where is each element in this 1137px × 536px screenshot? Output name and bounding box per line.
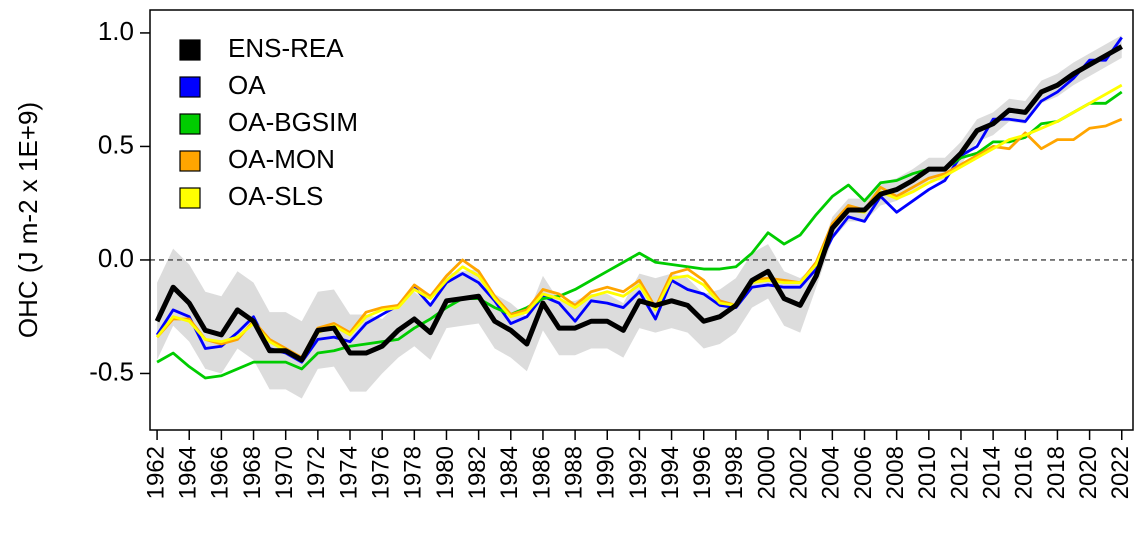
x-tick-label: 1980 [432, 446, 459, 499]
series-line [156, 90, 1123, 380]
y-tick-label: 1.0 [98, 16, 134, 46]
x-tick-label: 2018 [1043, 446, 1070, 499]
x-tick-label: 1988 [560, 446, 587, 499]
x-tick-label: 1974 [335, 446, 362, 499]
x-tick-label: 2006 [850, 446, 877, 499]
legend-label: ENS-REA [228, 33, 344, 63]
x-tick-label: 1976 [368, 446, 395, 499]
x-tick-label: 2000 [753, 446, 780, 499]
x-tick-label: 1998 [721, 446, 748, 499]
x-tick-label: 2014 [978, 446, 1005, 499]
legend-swatch [179, 39, 201, 61]
plot-frame [149, 9, 1134, 431]
x-tick-label: 2012 [946, 446, 973, 499]
x-tick-label: 2022 [1107, 446, 1134, 499]
x-tick-label: 2016 [1011, 446, 1038, 499]
x-tick-label: 1982 [464, 446, 491, 499]
x-tick-label: 2004 [818, 446, 845, 499]
x-tick-label: 1986 [528, 446, 555, 499]
x-tick-label: 1984 [496, 446, 523, 499]
series-line [154, 44, 1123, 363]
legend-swatch [179, 187, 201, 209]
y-tick-label: -0.5 [89, 356, 134, 386]
uncertainty-band [157, 35, 1122, 399]
x-tick-label: 1994 [657, 446, 684, 499]
x-tick-label: 1990 [593, 446, 620, 499]
x-tick-label: 1968 [239, 446, 266, 499]
legend-label: OA [228, 70, 266, 100]
legend-swatch [179, 150, 201, 172]
x-tick-label: 1992 [625, 446, 652, 499]
x-tick-label: 1962 [142, 446, 169, 499]
legend-label: OA-BGSIM [228, 107, 358, 137]
x-tick-label: 2008 [882, 446, 909, 499]
x-tick-label: 1978 [400, 446, 427, 499]
legend-label: OA-SLS [228, 181, 323, 211]
legend-swatch [179, 113, 201, 135]
x-tick-label: 1966 [207, 446, 234, 499]
x-tick-label: 1996 [689, 446, 716, 499]
y-tick-label: 0.5 [98, 129, 134, 159]
y-axis-title: OHC (J m-2 x 1E+9) [13, 102, 43, 338]
x-tick-label: 1970 [271, 446, 298, 499]
x-tick-label: 1972 [303, 446, 330, 499]
x-tick-label: 2020 [1075, 446, 1102, 499]
x-tick-label: 1964 [175, 446, 202, 499]
legend-label: OA-MON [228, 144, 335, 174]
x-tick-label: 2002 [786, 446, 813, 499]
x-tick-label: 2010 [914, 446, 941, 499]
y-tick-label: 0.0 [98, 243, 134, 273]
legend-swatch [179, 76, 201, 98]
